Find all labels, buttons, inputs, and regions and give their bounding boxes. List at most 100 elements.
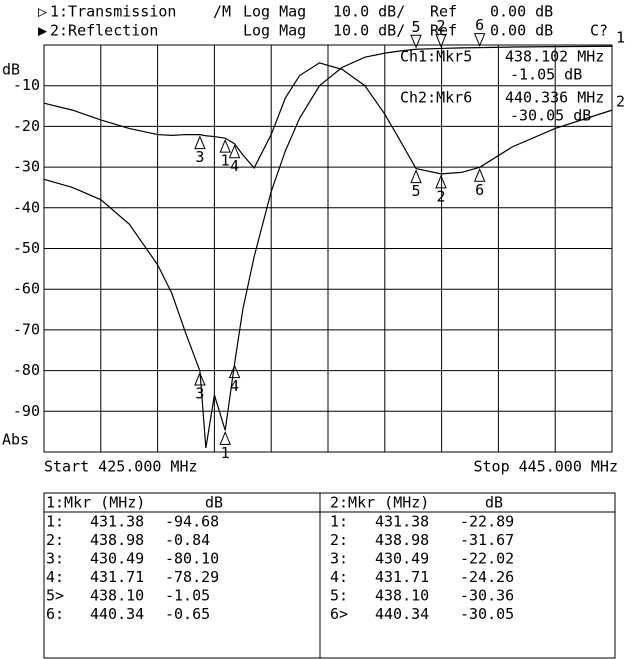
readout-text: 440.336 MHz xyxy=(505,89,604,107)
marker xyxy=(410,34,422,49)
table-cell: 430.49 xyxy=(375,550,429,568)
table-cell: -24.26 xyxy=(460,568,514,586)
table-cell: 438.10 xyxy=(90,587,144,605)
readout-text: -30.05 dB xyxy=(510,107,591,125)
readout-box xyxy=(398,47,610,83)
stop-label: Stop 445.000 MHz xyxy=(474,458,619,476)
marker-label: 4 xyxy=(230,157,239,175)
table-cell: 431.71 xyxy=(90,568,144,586)
trace-label: 1 xyxy=(616,29,625,47)
header-text: 10.0 dB/ xyxy=(333,22,405,40)
readout-text: Ch1:Mkr5 xyxy=(400,48,472,66)
start-label: Start 425.000 MHz xyxy=(44,458,198,476)
marker-label: 6 xyxy=(475,16,484,34)
header-text: /M xyxy=(213,3,231,21)
table-cell: -30.05 xyxy=(460,605,514,623)
trace-label: 2 xyxy=(616,93,625,111)
y-tick-label: -50 xyxy=(13,239,40,257)
header-text: 0.00 dB xyxy=(490,22,553,40)
readout-box xyxy=(398,88,610,124)
marker-label: 6 xyxy=(475,181,484,199)
table-cell: 5> xyxy=(46,587,64,605)
table-cell: 440.34 xyxy=(375,605,429,623)
table-cell: 431.38 xyxy=(90,513,144,531)
marker-label: 2 xyxy=(437,17,446,35)
table-cell: -31.67 xyxy=(460,531,514,549)
y-tick-label: -10 xyxy=(13,76,40,94)
table-header: dB xyxy=(485,494,503,512)
marker-label: 5 xyxy=(412,18,421,36)
table-cell: 438.98 xyxy=(375,531,429,549)
table-cell: -78.29 xyxy=(165,568,219,586)
table-cell: 438.10 xyxy=(375,587,429,605)
marker-label: 5 xyxy=(412,182,421,200)
marker xyxy=(473,168,486,182)
table-cell: 2: xyxy=(330,531,348,549)
y-tick-label: -90 xyxy=(13,402,40,420)
header-text: Log Mag xyxy=(243,3,306,21)
table-cell: 438.98 xyxy=(90,531,144,549)
trace xyxy=(43,62,613,175)
marker-label: 1 xyxy=(221,152,230,170)
table-header: dB xyxy=(205,494,223,512)
header-text: 1:Transmission xyxy=(50,3,176,21)
table-cell: -1.05 xyxy=(165,587,210,605)
marker xyxy=(435,174,447,189)
channel-symbol: ▷ xyxy=(38,3,47,21)
marker-label: 2 xyxy=(437,187,446,205)
table-cell: -0.84 xyxy=(165,531,210,549)
table-cell: 4: xyxy=(46,568,64,586)
table-cell: 5: xyxy=(330,587,348,605)
header-text: 2:Reflection xyxy=(50,22,158,40)
readout-text: 438.102 MHz xyxy=(505,48,604,66)
y-unit-label: dB xyxy=(2,61,20,79)
trace xyxy=(43,45,613,449)
table-cell: -30.36 xyxy=(460,587,514,605)
header-text: 10.0 dB/ xyxy=(333,3,405,21)
table-cell: 430.49 xyxy=(90,550,144,568)
scale-label: Abs xyxy=(2,431,29,449)
table-cell: 2: xyxy=(46,531,64,549)
table-cell: -22.89 xyxy=(460,513,514,531)
marker-label: 4 xyxy=(230,377,239,395)
table-frame xyxy=(319,492,616,659)
table-cell: 431.38 xyxy=(375,513,429,531)
header-text: Ref xyxy=(430,3,457,21)
table-cell: -80.10 xyxy=(165,550,219,568)
marker-label: 1 xyxy=(221,444,230,462)
channel-symbol: ▶ xyxy=(38,22,47,40)
header-text: Log Mag xyxy=(243,22,306,40)
y-tick-label: -70 xyxy=(13,320,40,338)
y-tick-label: -20 xyxy=(13,117,40,135)
table-cell: -0.65 xyxy=(165,605,210,623)
table-cell: -94.68 xyxy=(165,513,219,531)
header-text: 0.00 dB xyxy=(490,3,553,21)
table-cell: 1: xyxy=(330,513,348,531)
marker-label: 3 xyxy=(195,148,204,166)
y-tick-label: -40 xyxy=(13,198,40,216)
marker xyxy=(435,33,447,48)
marker xyxy=(410,169,422,184)
table-cell: 3: xyxy=(46,550,64,568)
table-cell: 1: xyxy=(46,513,64,531)
readout-text: -1.05 dB xyxy=(510,66,582,84)
table-header: 2:Mkr (MHz) xyxy=(330,494,429,512)
marker xyxy=(228,144,241,159)
marker xyxy=(473,33,486,47)
table-cell: 431.71 xyxy=(375,568,429,586)
table-cell: 440.34 xyxy=(90,605,144,623)
table-cell: -22.02 xyxy=(460,550,514,568)
marker xyxy=(219,138,231,153)
marker xyxy=(194,135,206,150)
y-tick-label: -80 xyxy=(13,361,40,379)
marker xyxy=(228,364,241,379)
y-tick-label: -60 xyxy=(13,280,40,298)
y-tick-label: -30 xyxy=(13,158,40,176)
table-header: 1:Mkr (MHz) xyxy=(46,494,145,512)
table-cell: 6: xyxy=(46,605,64,623)
header-text: C? xyxy=(590,22,608,40)
table-cell: 3: xyxy=(330,550,348,568)
marker xyxy=(194,371,206,386)
table-cell: 4: xyxy=(330,568,348,586)
